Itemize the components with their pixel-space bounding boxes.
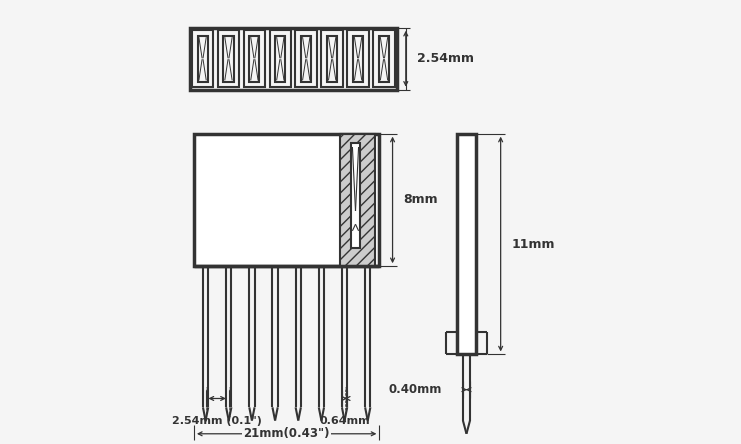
- Bar: [302, 36, 311, 82]
- Text: 21mm(0.43"): 21mm(0.43"): [243, 427, 330, 440]
- Bar: [244, 30, 265, 87]
- Bar: [190, 28, 397, 90]
- Bar: [224, 36, 233, 82]
- Bar: [351, 143, 360, 249]
- Bar: [348, 30, 369, 87]
- Bar: [322, 30, 343, 87]
- Bar: [270, 30, 291, 87]
- Bar: [194, 134, 379, 266]
- Bar: [456, 134, 476, 354]
- Bar: [296, 30, 317, 87]
- Text: 8mm: 8mm: [404, 194, 438, 206]
- Text: 2.54mm: 2.54mm: [417, 52, 473, 65]
- Bar: [198, 36, 207, 82]
- Bar: [327, 36, 337, 82]
- Text: 0.40mm: 0.40mm: [389, 383, 442, 396]
- Text: 0.64mm: 0.64mm: [319, 416, 370, 426]
- Bar: [353, 36, 363, 82]
- Bar: [192, 30, 213, 87]
- Text: 11mm: 11mm: [512, 238, 555, 250]
- Text: 2.54mm (0.1"): 2.54mm (0.1"): [172, 416, 262, 426]
- Bar: [276, 36, 285, 82]
- Bar: [218, 30, 239, 87]
- Bar: [379, 36, 389, 82]
- Bar: [339, 134, 375, 266]
- Bar: [250, 36, 259, 82]
- Bar: [373, 30, 395, 87]
